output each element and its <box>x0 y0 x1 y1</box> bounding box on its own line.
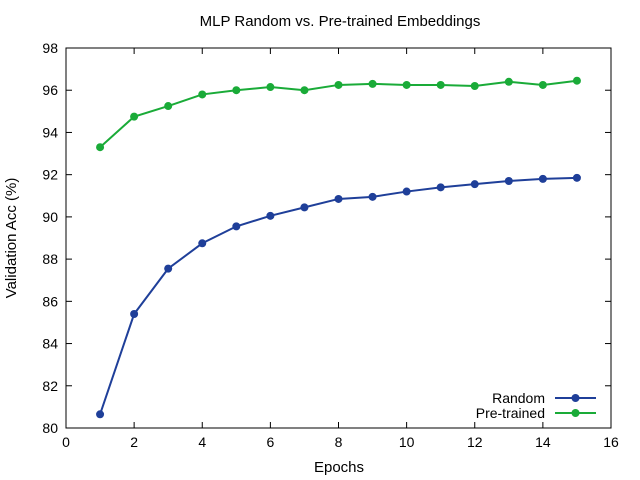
series-group <box>96 76 581 419</box>
data-point-random <box>538 174 547 183</box>
series-line-pre-trained <box>99 79 578 148</box>
legend-label-random: Random <box>492 390 545 406</box>
y-tick-label: 84 <box>42 336 58 352</box>
data-point-random <box>198 239 207 248</box>
legend-marker-pre-trained <box>571 409 580 417</box>
x-tick-label: 12 <box>467 434 483 450</box>
y-tick-label: 90 <box>42 209 58 225</box>
data-point-pre-trained <box>300 86 309 95</box>
data-point-pre-trained <box>96 143 105 152</box>
data-point-random <box>300 203 309 212</box>
y-tick-label: 82 <box>42 378 58 394</box>
data-point-random <box>470 180 479 189</box>
y-tick-label: 80 <box>42 420 58 436</box>
plot-frame <box>65 47 612 429</box>
data-point-random <box>572 173 581 182</box>
data-point-random <box>368 192 377 201</box>
x-axis-label: Epochs <box>314 459 364 476</box>
data-point-pre-trained <box>504 77 513 86</box>
data-point-random <box>334 194 343 203</box>
data-point-pre-trained <box>130 112 139 121</box>
x-tick-label: 0 <box>62 434 70 450</box>
data-point-pre-trained <box>470 82 479 90</box>
y-tick-label: 98 <box>42 40 58 56</box>
data-point-pre-trained <box>436 80 445 89</box>
chart-title: MLP Random vs. Pre-trained Embeddings <box>200 13 481 30</box>
x-tick-label: 6 <box>266 434 274 450</box>
data-point-pre-trained <box>402 80 411 89</box>
data-point-pre-trained <box>198 90 207 99</box>
x-tick-label: 10 <box>399 434 415 450</box>
data-point-pre-trained <box>266 83 275 92</box>
data-point-random <box>504 177 513 185</box>
data-point-pre-trained <box>368 79 377 88</box>
legend-marker-random <box>571 394 580 402</box>
data-point-pre-trained <box>164 102 173 111</box>
data-point-random <box>402 187 411 196</box>
legend-label-pre-trained: Pre-trained <box>476 405 545 421</box>
data-point-pre-trained <box>334 80 343 89</box>
y-tick-label: 86 <box>42 293 58 309</box>
data-point-random <box>96 410 105 419</box>
y-axis-label: Validation Acc (%) <box>3 178 20 299</box>
data-point-random <box>130 310 139 318</box>
data-point-pre-trained <box>232 86 241 95</box>
data-point-pre-trained <box>572 76 581 85</box>
x-tick-label: 8 <box>335 434 343 450</box>
y-tick-label: 92 <box>42 167 58 183</box>
x-tick-label: 4 <box>198 434 206 450</box>
x-tick-label: 16 <box>603 434 619 450</box>
axis-ticks: 0 2 4 6 8 10 12 14 16 80 82 84 86 88 90 92 94 96 98 <box>42 40 619 450</box>
data-point-random <box>232 222 241 231</box>
y-tick-label: 88 <box>42 251 58 267</box>
x-tick-label: 14 <box>535 434 551 450</box>
y-tick-label: 94 <box>42 124 58 140</box>
x-tick-label: 2 <box>130 434 138 450</box>
y-tick-label: 96 <box>42 82 58 98</box>
data-point-random <box>436 183 445 192</box>
series-line-random <box>99 176 577 415</box>
data-point-random <box>266 211 275 220</box>
data-point-pre-trained <box>538 80 547 89</box>
data-point-random <box>164 264 173 273</box>
